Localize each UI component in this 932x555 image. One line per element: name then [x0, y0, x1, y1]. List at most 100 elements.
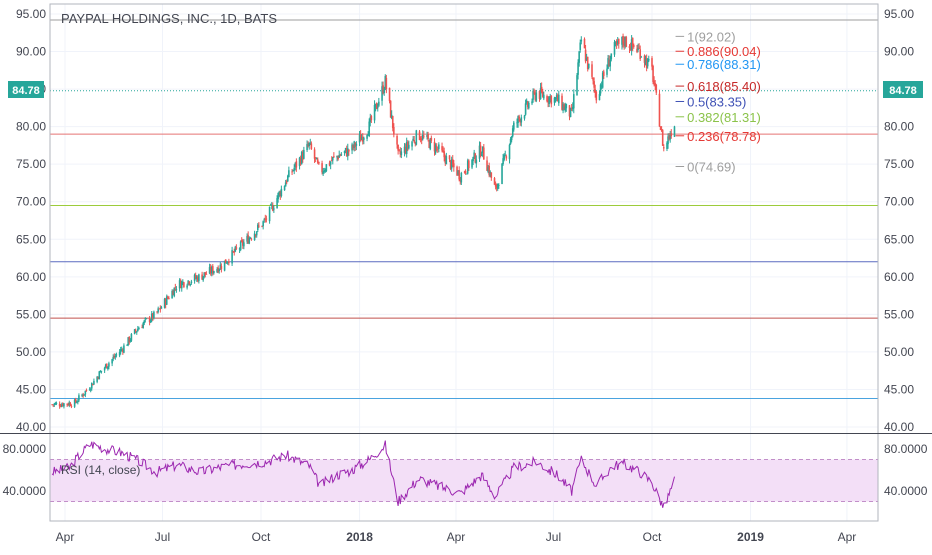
- candle: [586, 56, 589, 72]
- candle: [235, 244, 238, 251]
- candle: [366, 134, 368, 142]
- candle: [393, 123, 395, 138]
- candle: [67, 402, 70, 406]
- candle: [655, 83, 658, 95]
- fib-level-label: 0.382(81.31): [687, 110, 761, 125]
- candle: [631, 37, 634, 52]
- candle: [400, 147, 403, 159]
- candle: [523, 114, 526, 121]
- candle: [516, 118, 518, 128]
- candle: [606, 64, 608, 78]
- candle: [220, 263, 223, 273]
- candle: [614, 41, 617, 47]
- candle: [261, 225, 263, 228]
- candle: [208, 263, 211, 275]
- candle: [52, 404, 55, 408]
- candle: [412, 136, 414, 142]
- candle: [53, 402, 56, 407]
- candle: [339, 153, 342, 157]
- candle: [271, 202, 274, 212]
- candle: [540, 82, 543, 94]
- candle: [277, 192, 279, 203]
- candle: [658, 89, 661, 127]
- candle: [613, 39, 616, 57]
- candle: [487, 165, 489, 174]
- candle: [389, 100, 392, 118]
- candle: [308, 142, 311, 150]
- candle: [150, 310, 153, 323]
- candle: [74, 397, 77, 404]
- candle: [315, 157, 318, 160]
- candle: [284, 179, 287, 187]
- candle: [159, 305, 162, 313]
- candle: [310, 141, 313, 150]
- candle: [174, 283, 177, 292]
- candle: [456, 165, 458, 176]
- candle: [498, 183, 500, 189]
- candle: [122, 348, 124, 355]
- candle: [232, 251, 234, 253]
- chart-title: PAYPAL HOLDINGS, INC., 1D, BATS: [61, 11, 277, 26]
- candle: [546, 94, 548, 103]
- candle: [405, 137, 408, 158]
- candle: [330, 156, 333, 162]
- candle: [243, 239, 245, 250]
- candle: [503, 153, 505, 162]
- candle: [111, 358, 113, 367]
- fib-level-label: 0.786(88.31): [687, 57, 761, 72]
- candle: [107, 366, 109, 371]
- candle: [669, 130, 671, 143]
- candle: [519, 118, 522, 126]
- candle: [369, 113, 372, 127]
- candle: [70, 404, 73, 409]
- candle: [399, 147, 402, 158]
- candle: [303, 146, 305, 160]
- candle: [198, 273, 200, 284]
- candle: [88, 387, 91, 391]
- plot-frame: [49, 3, 879, 522]
- candle: [234, 245, 237, 253]
- candle: [195, 275, 198, 282]
- candle: [415, 129, 418, 146]
- candle: [654, 80, 657, 91]
- candle: [535, 89, 538, 103]
- candle: [186, 283, 188, 290]
- candle: [615, 39, 618, 49]
- candle: [292, 169, 294, 172]
- candle: [385, 74, 388, 94]
- candle: [149, 319, 152, 324]
- candle: [343, 150, 346, 156]
- y-tick-label-right: 45.00: [884, 382, 914, 396]
- candle: [570, 104, 573, 111]
- candle: [625, 35, 628, 48]
- candle: [246, 233, 248, 244]
- candle: [381, 81, 383, 106]
- y-tick-label-right: 60.00: [884, 270, 914, 284]
- candle: [344, 147, 347, 154]
- candle: [276, 195, 278, 209]
- candle: [465, 173, 468, 175]
- candle: [539, 82, 542, 100]
- candle: [583, 37, 586, 49]
- y-tick-label-left: 70.00: [16, 195, 46, 209]
- candle: [501, 163, 503, 185]
- candle: [490, 172, 493, 181]
- candle: [194, 272, 197, 280]
- candle: [651, 56, 653, 71]
- candle: [58, 401, 61, 409]
- price-badge-right: 84.78: [883, 81, 923, 98]
- candle: [325, 164, 328, 173]
- candle: [81, 393, 83, 398]
- candle: [336, 155, 338, 162]
- candle: [120, 346, 123, 352]
- fib-level: 0.618(85.40): [675, 79, 761, 94]
- candle: [541, 88, 544, 98]
- candle: [466, 158, 469, 175]
- candle: [572, 89, 575, 114]
- candle: [667, 133, 669, 149]
- candle: [518, 114, 520, 122]
- candle: [610, 53, 613, 62]
- candle: [90, 382, 93, 391]
